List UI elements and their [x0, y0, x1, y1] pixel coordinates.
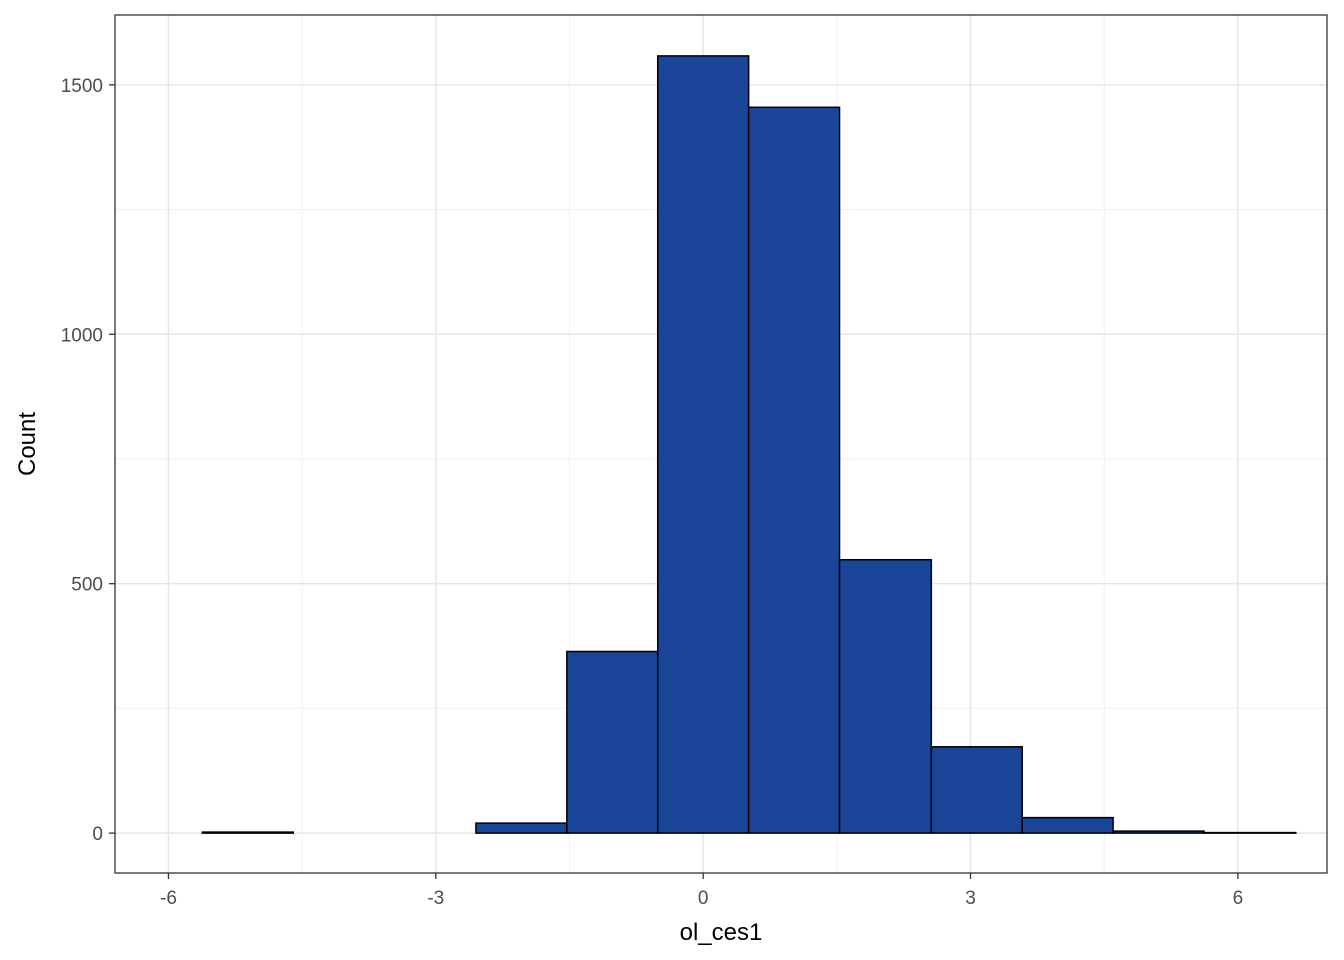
histogram-bar — [566, 650, 659, 834]
x-tick-label: -3 — [427, 888, 444, 909]
y-tick-label: 1000 — [61, 325, 103, 346]
y-tick-label: 500 — [71, 575, 103, 596]
x-tick-label: 0 — [698, 888, 709, 909]
x-axis-ticks: -6 -3 0 3 6 — [160, 873, 1243, 909]
y-axis-ticks: 0 500 1000 1500 — [61, 76, 115, 845]
panel-border — [114, 14, 1328, 874]
histogram-bar — [656, 55, 750, 834]
x-tick-label: 3 — [965, 888, 976, 909]
histogram-bar — [475, 822, 568, 834]
histogram-bar — [747, 106, 841, 834]
histogram-bar — [838, 558, 933, 834]
histogram-bar — [201, 831, 294, 834]
y-tick-label: 1500 — [61, 76, 103, 97]
x-tick-label: -6 — [160, 888, 177, 909]
histogram-bar — [1021, 816, 1114, 834]
histogram-bar — [930, 746, 1023, 834]
y-axis-title: Count — [14, 412, 41, 476]
histogram-bars — [201, 55, 1297, 834]
y-tick-label: 0 — [92, 824, 103, 845]
x-axis-title: ol_ces1 — [680, 919, 763, 946]
histogram-bar — [1112, 830, 1205, 834]
x-tick-label: 6 — [1233, 888, 1244, 909]
